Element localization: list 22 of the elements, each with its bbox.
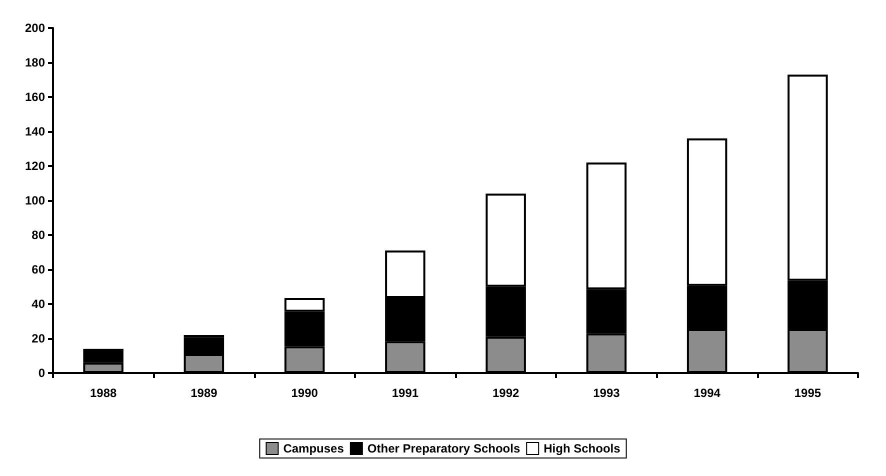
legend-label: Campuses (283, 442, 344, 456)
x-tick-label: 1994 (694, 386, 721, 400)
legend-label: Other Preparatory Schools (367, 442, 520, 456)
y-tick-label: 80 (32, 228, 46, 242)
y-tick-label: 40 (32, 297, 46, 311)
y-tick-label: 180 (24, 56, 46, 70)
x-tick-label: 1988 (90, 386, 117, 400)
y-tick-label: 160 (24, 90, 46, 104)
y-tick-label: 120 (24, 159, 46, 173)
x-tick-label: 1990 (291, 386, 318, 400)
y-tick-label: 0 (38, 366, 46, 380)
y-tick-label: 140 (24, 124, 46, 138)
x-tick-label: 1993 (593, 386, 620, 400)
x-tick-label: 1995 (794, 386, 822, 400)
y-tick-label: 20 (32, 332, 46, 346)
x-tick-label: 1992 (492, 386, 520, 400)
x-tick-label: 1989 (190, 386, 218, 400)
y-tick-label: 60 (32, 262, 46, 276)
legend-label: High Schools (544, 442, 621, 456)
x-tick-label: 1991 (392, 386, 419, 400)
y-tick-label: 100 (24, 194, 46, 208)
y-tick-label: 200 (24, 21, 46, 35)
